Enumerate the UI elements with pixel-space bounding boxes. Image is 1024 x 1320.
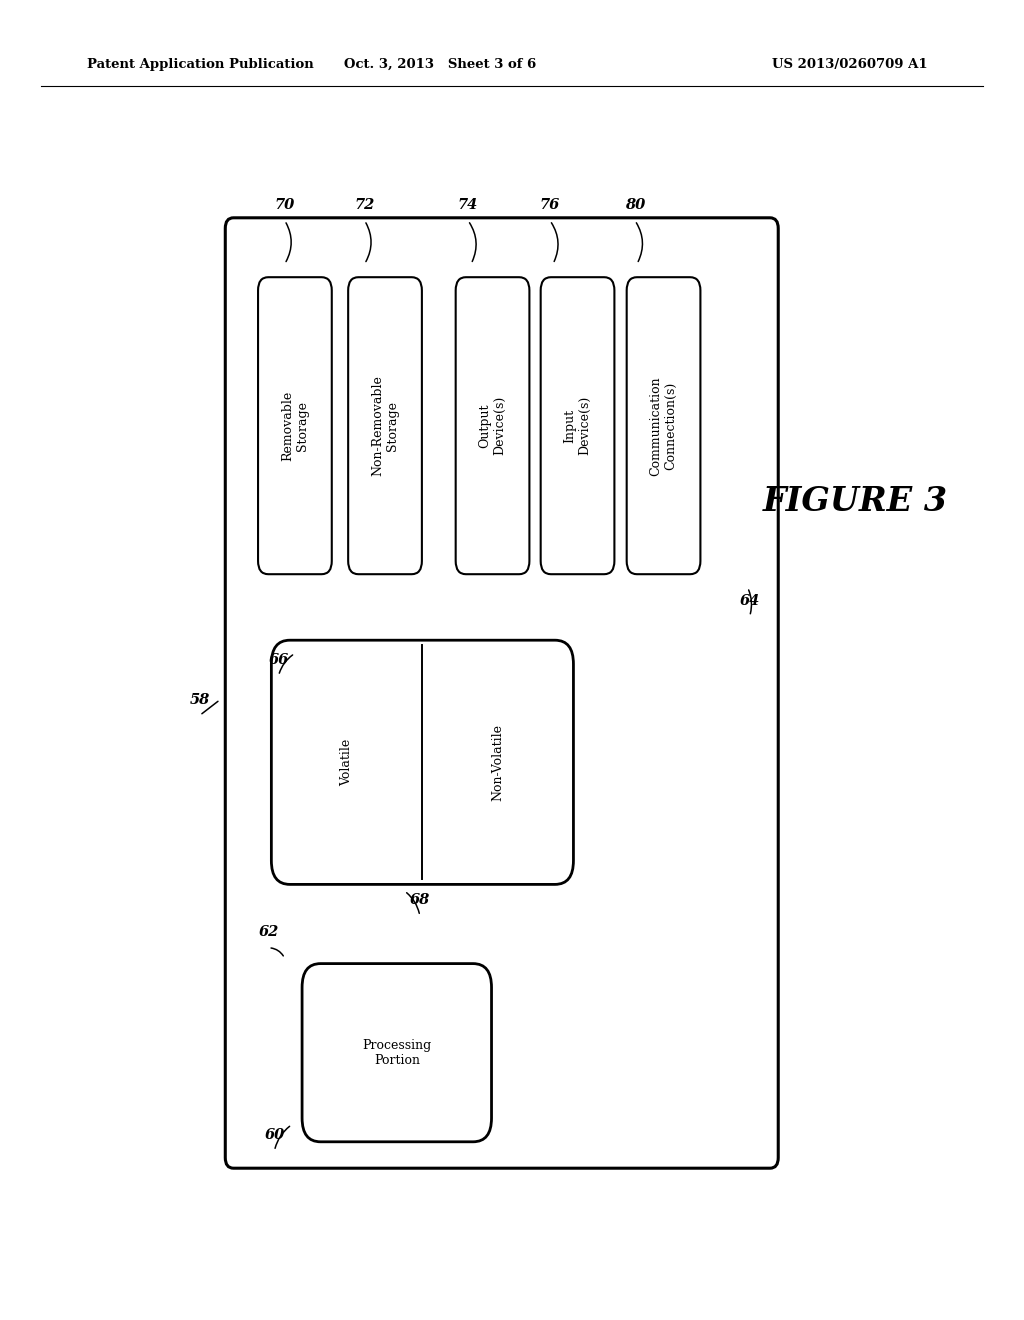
Bar: [251, 264, 440, 587]
FancyBboxPatch shape: [225, 218, 778, 1168]
Text: Patent Application Publication: Patent Application Publication: [87, 58, 313, 71]
Text: 64: 64: [739, 594, 760, 607]
Text: 58: 58: [189, 693, 210, 706]
Text: 60: 60: [264, 1129, 285, 1142]
FancyBboxPatch shape: [456, 277, 529, 574]
Text: Non-Removable
Storage: Non-Removable Storage: [371, 375, 399, 477]
FancyBboxPatch shape: [348, 277, 422, 574]
Text: Communication
Connection(s): Communication Connection(s): [649, 376, 678, 475]
Text: Volatile: Volatile: [340, 739, 353, 785]
Text: Non-Volatile: Non-Volatile: [492, 723, 505, 801]
Text: US 2013/0260709 A1: US 2013/0260709 A1: [772, 58, 928, 71]
Bar: [445, 264, 748, 587]
Text: 72: 72: [354, 198, 375, 211]
FancyBboxPatch shape: [271, 640, 573, 884]
Text: Processing
Portion: Processing Portion: [362, 1039, 431, 1067]
FancyBboxPatch shape: [258, 277, 332, 574]
Text: 70: 70: [274, 198, 295, 211]
FancyBboxPatch shape: [627, 277, 700, 574]
Text: Removable
Storage: Removable Storage: [281, 391, 309, 461]
Text: 76: 76: [540, 198, 560, 211]
Bar: [251, 614, 594, 898]
FancyBboxPatch shape: [541, 277, 614, 574]
Text: 66: 66: [268, 653, 289, 667]
Text: 62: 62: [258, 925, 279, 939]
FancyBboxPatch shape: [302, 964, 492, 1142]
Text: 68: 68: [410, 894, 430, 907]
Text: 74: 74: [458, 198, 478, 211]
Text: FIGURE 3: FIGURE 3: [763, 486, 947, 519]
Text: Output
Device(s): Output Device(s): [478, 396, 507, 455]
Text: Input
Device(s): Input Device(s): [563, 396, 592, 455]
Text: 80: 80: [625, 198, 645, 211]
Text: Oct. 3, 2013   Sheet 3 of 6: Oct. 3, 2013 Sheet 3 of 6: [344, 58, 537, 71]
